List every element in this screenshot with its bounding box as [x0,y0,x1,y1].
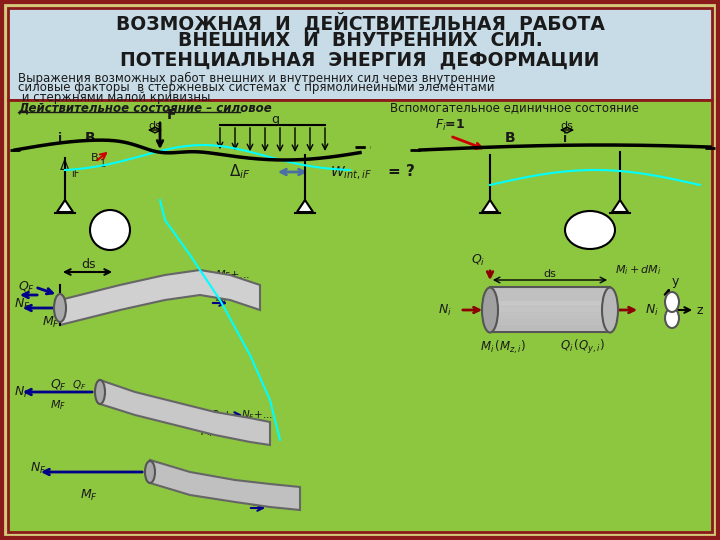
Text: $M_F$: $M_F$ [50,398,66,412]
Text: B: B [91,153,99,163]
Ellipse shape [145,461,155,483]
Text: ВОЗМОЖНАЯ  И  ДЕЙСТВИТЕЛЬНАЯ  РАБОТА: ВОЗМОЖНАЯ И ДЕЙСТВИТЕЛЬНАЯ РАБОТА [116,12,604,34]
Text: F: F [104,220,117,240]
Text: Вспомогательное единичное состояние: Вспомогательное единичное состояние [390,102,639,114]
Text: $M_F$: $M_F$ [42,314,60,329]
Text: 1: 1 [100,159,106,169]
Text: ds: ds [81,259,95,272]
Ellipse shape [665,308,679,328]
Text: $M_F$+...: $M_F$+... [200,425,235,439]
Text: $N_i$: $N_i$ [645,302,659,318]
Ellipse shape [602,287,618,333]
Text: $N_F$: $N_F$ [14,296,30,312]
FancyBboxPatch shape [490,307,610,312]
Text: $W_{int,iF}$: $W_{int,iF}$ [330,164,372,180]
Polygon shape [60,270,260,325]
Text: B: B [505,131,516,145]
Polygon shape [150,460,300,510]
Text: и стержнями малой кривизны: и стержнями малой кривизны [18,91,210,105]
Text: $\Delta_{iF}$: $\Delta_{iF}$ [229,163,251,181]
Text: q: q [271,113,279,126]
Text: $M_F$+...: $M_F$+... [215,268,250,282]
Text: i: i [58,132,62,145]
Text: $N_F$+...: $N_F$+... [215,291,249,305]
Ellipse shape [95,380,105,404]
Ellipse shape [482,287,498,333]
Text: ds: ds [561,121,573,131]
Text: = ?: = ? [388,165,415,179]
Text: $Q_F$: $Q_F$ [72,378,86,392]
FancyBboxPatch shape [490,301,610,306]
Text: $\Delta$: $\Delta$ [59,159,71,173]
Text: $F_i$=1: $F_i$=1 [435,117,465,132]
Text: силовые факторы  в стержневых системах  с прямолинейными элементами: силовые факторы в стержневых системах с … [18,82,495,94]
Text: $N_i$: $N_i$ [438,302,452,318]
FancyBboxPatch shape [490,313,610,318]
Text: z: z [697,303,703,316]
Text: i: i [587,218,593,242]
Text: $N_F$: $N_F$ [30,461,47,476]
FancyBboxPatch shape [8,8,712,100]
Text: ВНЕШНИХ  И  ВНУТРЕННИХ  СИЛ.: ВНЕШНИХ И ВНУТРЕННИХ СИЛ. [178,31,542,51]
Text: ПОТЕНЦИАЛЬНАЯ  ЭНЕРГИЯ  ДЕФОРМАЦИИ: ПОТЕНЦИАЛЬНАЯ ЭНЕРГИЯ ДЕФОРМАЦИИ [120,51,600,70]
Ellipse shape [54,294,66,322]
Text: $Q_F$: $Q_F$ [18,280,35,294]
Text: ds: ds [544,269,557,279]
FancyBboxPatch shape [490,319,610,324]
Polygon shape [297,200,313,212]
Polygon shape [100,380,270,445]
Polygon shape [482,200,498,212]
Text: $Q_F$: $Q_F$ [50,377,67,393]
Text: $M_i+dM_i$: $M_i+dM_i$ [615,263,662,277]
Text: Выражения возможных работ внешних и внутренних сил через внутренние: Выражения возможных работ внешних и внут… [18,71,495,85]
Text: ds: ds [148,121,161,131]
FancyBboxPatch shape [8,100,712,532]
FancyBboxPatch shape [490,325,610,330]
Ellipse shape [565,211,615,249]
Text: $Q_i\,(Q_{y,i})$: $Q_i\,(Q_{y,i})$ [560,338,605,356]
Text: $Q_F$+...: $Q_F$+... [248,495,282,509]
Circle shape [90,210,130,250]
Text: $Q_i$: $Q_i$ [471,252,485,267]
Text: i: i [563,132,567,145]
Text: $M_F$: $M_F$ [80,488,98,503]
Text: iF: iF [71,169,79,179]
Polygon shape [57,200,73,212]
Text: B: B [85,131,95,145]
Text: $Q_F$+...$N_F$+...: $Q_F$+...$N_F$+... [210,408,273,422]
Text: y: y [671,275,679,288]
Polygon shape [612,200,628,212]
Text: $M_i\,(M_{z,i})$: $M_i\,(M_{z,i})$ [480,338,526,356]
FancyBboxPatch shape [490,287,610,332]
Text: F: F [167,108,176,122]
Text: Действительное состояние – силовое: Действительное состояние – силовое [18,102,271,114]
Ellipse shape [665,292,679,312]
Text: $N_F$: $N_F$ [14,384,30,400]
